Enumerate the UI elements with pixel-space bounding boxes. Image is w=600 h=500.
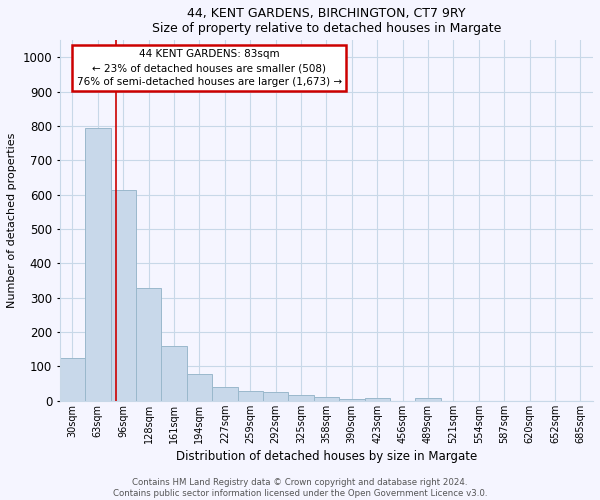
Bar <box>187 374 212 401</box>
Title: 44, KENT GARDENS, BIRCHINGTON, CT7 9RY
Size of property relative to detached hou: 44, KENT GARDENS, BIRCHINGTON, CT7 9RY S… <box>152 7 501 35</box>
Bar <box>85 128 110 401</box>
Bar <box>238 391 263 401</box>
Text: Contains HM Land Registry data © Crown copyright and database right 2024.
Contai: Contains HM Land Registry data © Crown c… <box>113 478 487 498</box>
Bar <box>212 387 238 401</box>
Bar <box>339 399 365 401</box>
Y-axis label: Number of detached properties: Number of detached properties <box>7 133 17 308</box>
Bar <box>289 394 314 401</box>
Bar <box>110 190 136 401</box>
Bar <box>314 396 339 401</box>
Bar <box>415 398 440 401</box>
Bar <box>136 288 161 401</box>
Bar <box>263 392 289 401</box>
Text: 44 KENT GARDENS: 83sqm
← 23% of detached houses are smaller (508)
76% of semi-de: 44 KENT GARDENS: 83sqm ← 23% of detached… <box>77 50 341 88</box>
X-axis label: Distribution of detached houses by size in Margate: Distribution of detached houses by size … <box>176 450 477 463</box>
Bar <box>161 346 187 401</box>
Bar <box>60 358 85 401</box>
Bar <box>365 398 390 401</box>
